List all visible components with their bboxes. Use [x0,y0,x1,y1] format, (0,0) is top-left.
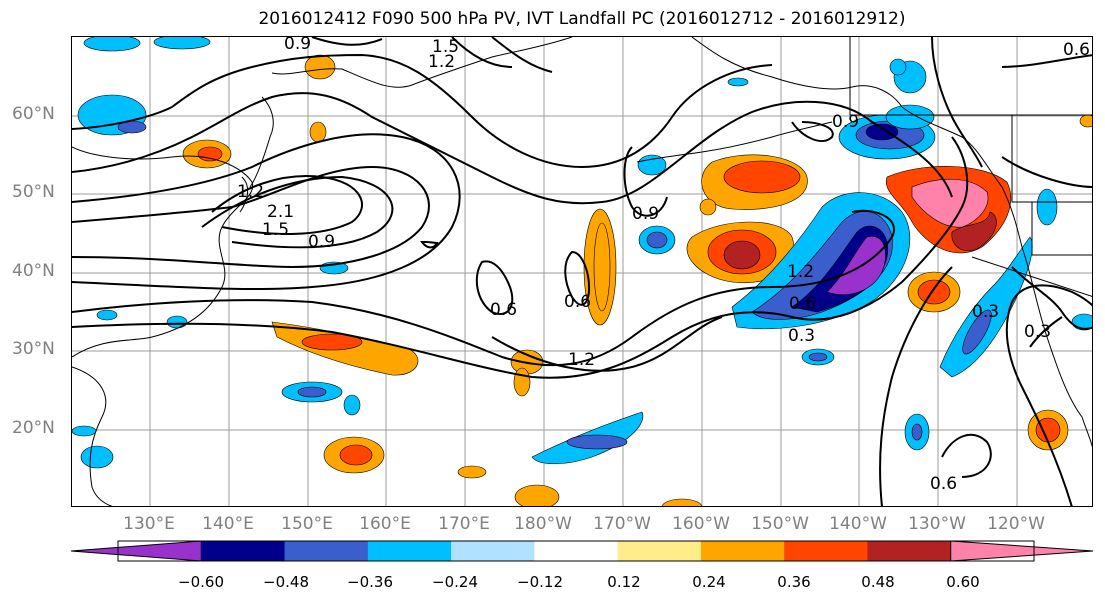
contour-label: 1.5 [262,220,289,240]
colorbar-tick-label: 0.48 [861,573,895,591]
contour-label: 2.1 [267,202,294,222]
lon-label: 150°W [751,514,809,534]
contour-label: 0.6 [789,294,816,314]
lat-label: 40°N [12,261,55,281]
colorbar-tick-label: 0.60 [946,573,980,591]
colorbar-segments [70,540,1094,562]
colorbar-segment [700,541,785,561]
contour-label: 0.9 [632,204,659,224]
contour-label: 0.6 [1063,40,1090,60]
colorbar-tick-label: −0.48 [263,573,309,591]
lon-label: 120°W [987,514,1045,534]
contours [72,37,1092,506]
lat-label: 20°N [12,418,55,438]
contour-label: 0.6 [564,292,591,312]
pv-shading [72,37,1092,506]
colorbar-extend-high [950,540,1094,562]
colorbar-tick-label: 0.12 [607,573,641,591]
colorbar-segment [451,541,535,561]
colorbar-segment [617,541,702,561]
colorbar-extend-low [70,540,202,562]
map-canvas: 0.9 1.5 1.2 0.6 0.9 1.2 2.1 1.5 0.9 0.9 … [72,37,1092,506]
lon-label: 140°W [829,514,887,534]
colorbar-segment [367,541,452,561]
colorbar-tick-label: −0.36 [347,573,393,591]
contour-label: 0.9 [284,37,311,54]
colorbar-tick-label: 0.24 [692,573,726,591]
contour-label: 1.2 [237,182,264,202]
contour-label: 0.9 [308,232,335,252]
lat-label: 30°N [12,339,55,359]
colorbar-segment [867,541,952,561]
contour-label: 0.3 [972,302,999,322]
contour-labels: 0.9 1.5 1.2 0.6 0.9 1.2 2.1 1.5 0.9 0.9 … [237,37,1090,494]
colorbar-tick-label: −0.24 [432,573,478,591]
map-panel: 0.9 1.5 1.2 0.6 0.9 1.2 2.1 1.5 0.9 0.9 … [71,36,1093,507]
colorbar-segment [284,541,369,561]
lon-label: 160°E [359,514,411,534]
colorbar-tick-label: 0.36 [777,573,811,591]
colorbar-segment [784,541,868,561]
colorbar [70,540,1094,562]
contour-label: 1.2 [568,350,595,370]
colorbar-segment [201,541,286,561]
lat-label: 50°N [12,182,55,202]
lon-label: 170°E [438,514,490,534]
map-title: 2016012412 F090 500 hPa PV, IVT Landfall… [258,9,906,29]
lon-label: 170°W [593,514,651,534]
lon-label: 180°W [514,514,572,534]
colorbar-segment [534,541,619,561]
lon-label: 140°E [202,514,254,534]
lon-label: 130°E [123,514,175,534]
contour-label: 1.2 [428,52,455,72]
contour-label: 0.6 [930,474,957,494]
contour-label: 1.2 [787,262,814,282]
lat-label: 60°N [12,104,55,124]
lon-label: 130°W [908,514,966,534]
contour-label: 1.5 [432,37,459,57]
colorbar-tick-label: −0.60 [178,573,224,591]
contour-label: 0.9 [832,112,859,132]
contour-label: 0.3 [788,326,815,346]
lon-label: 150°E [281,514,333,534]
contour-label: 0.6 [490,300,517,320]
lon-label: 160°W [672,514,730,534]
colorbar-tick-label: −0.12 [517,573,563,591]
contour-label: 0.3 [1024,322,1051,342]
